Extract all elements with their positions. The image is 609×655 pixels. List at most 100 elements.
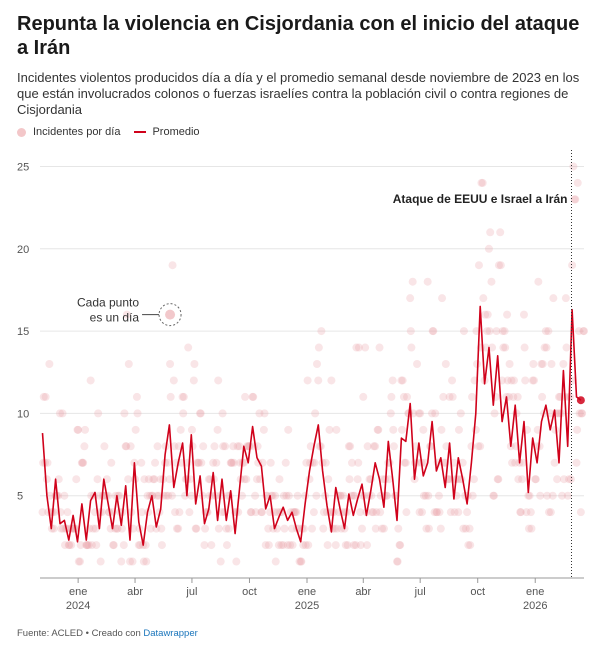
daily-dot [122,310,131,319]
daily-dot [499,343,508,352]
daily-dot [164,491,173,500]
daily-dot [343,541,352,550]
daily-dot [468,491,477,500]
daily-dot [378,524,387,533]
daily-dot [351,541,360,550]
daily-dot [100,442,109,451]
daily-dot [578,409,587,418]
daily-dot [526,508,535,517]
daily-dot [454,425,463,434]
daily-dot [317,327,326,336]
daily-dot [151,458,160,467]
daily-dot [297,557,306,566]
daily-dot [313,360,322,368]
daily-dot [415,508,424,517]
daily-dot [439,392,448,401]
daily-dot [124,475,133,484]
daily-dot [509,376,518,385]
average-line-layer [41,305,585,546]
daily-dot [548,491,557,500]
daily-dot [279,491,288,500]
daily-dot [466,541,475,550]
daily-dot [577,409,586,418]
daily-dot [79,458,88,467]
daily-dot [60,491,69,500]
daily-dot [325,425,334,434]
daily-dot [450,508,459,517]
daily-dot [137,458,146,467]
daily-dot [423,277,432,286]
x-tick-label: jul [414,586,426,598]
daily-dot [387,392,396,401]
daily-dot [537,360,546,368]
x-axis: ene 2024 abr jul oct ene 2025 abr jul oct ene 2026 [40,577,584,612]
daily-dot [284,491,293,500]
daily-dot [544,327,553,336]
daily-dot [271,557,280,566]
daily-dot [213,425,222,434]
daily-dot [348,458,357,467]
legend-dots-label: Incidentes por día [33,126,121,138]
daily-dot [86,376,95,385]
daily-dot [77,458,86,467]
daily-dot [538,360,547,368]
daily-dot [566,392,575,401]
daily-dot [283,541,292,550]
daily-dot [139,557,148,566]
annotated-dot [165,309,176,320]
daily-dot [508,458,517,467]
daily-dot [518,458,527,467]
daily-dot [538,392,547,401]
daily-dot [434,491,443,500]
daily-dot [459,524,468,533]
daily-dot [168,261,177,270]
daily-dot [104,491,113,500]
daily-dot [319,508,328,517]
daily-dot [109,541,118,550]
daily-dot [187,425,196,434]
datawrapper-link[interactable]: Datawrapper [143,628,198,639]
daily-dot [529,360,538,368]
daily-dot [568,261,577,270]
daily-dot [93,475,102,484]
daily-dot [166,360,175,368]
daily-dot [287,524,296,533]
daily-dot [456,409,465,418]
daily-dot [217,508,226,517]
daily-dot [339,491,348,500]
daily-dot [375,343,384,352]
daily-dot [477,178,486,187]
daily-dot [546,508,555,517]
daily-dot [481,310,490,319]
daily-dot [237,491,246,500]
daily-dot [481,343,490,352]
daily-dot [280,524,289,533]
daily-dot [167,491,176,500]
daily-dot [212,458,221,467]
daily-dot [222,524,231,533]
daily-dot [84,541,93,550]
daily-dot [275,475,284,484]
daily-dot [341,541,350,550]
daily-dot [91,524,100,533]
daily-dot [395,541,404,550]
daily-dot [333,524,342,533]
daily-dot [214,524,223,533]
daily-dot [119,541,128,550]
daily-dot [433,508,442,517]
daily-dot [172,524,181,533]
daily-dot [252,475,261,484]
annotation-text: Cada punto [77,296,139,310]
daily-dot [371,442,380,451]
daily-dot [214,376,223,385]
daily-dot [373,425,382,434]
daily-dot [144,475,153,484]
daily-dot [150,475,159,484]
daily-dot [388,376,397,385]
daily-dot [174,524,183,533]
daily-dot [422,524,431,533]
daily-dot [251,508,260,517]
daily-dot [550,458,559,467]
daily-dot [359,392,368,401]
